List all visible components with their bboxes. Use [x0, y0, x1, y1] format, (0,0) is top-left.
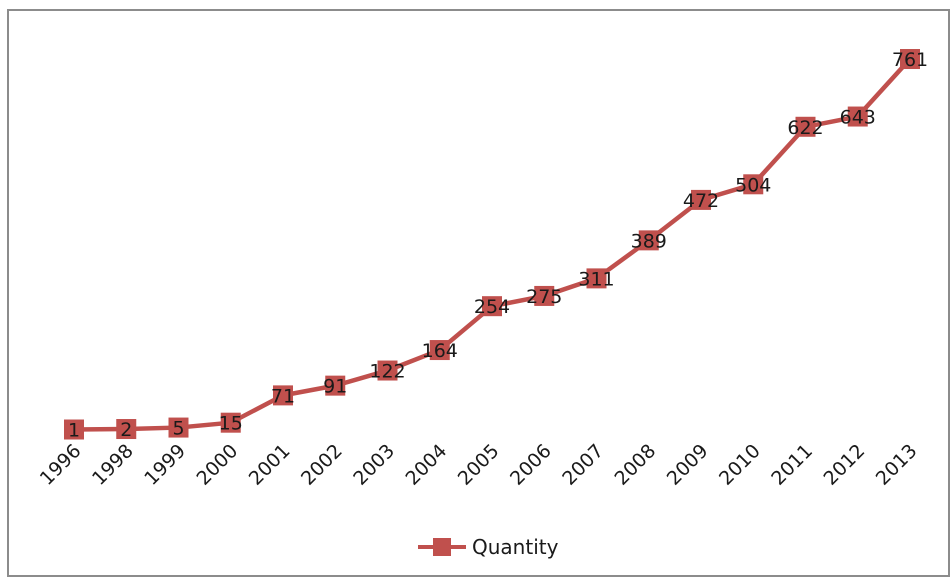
data-point-marker [325, 375, 346, 396]
x-tick-label: 2010 [715, 440, 765, 490]
data-point-marker [534, 285, 555, 306]
markers-group [64, 49, 920, 440]
data-point-marker [482, 296, 502, 317]
x-tick-label: 2002 [297, 440, 347, 490]
x-tick-label: 2007 [558, 440, 608, 490]
data-label: 311 [578, 268, 614, 290]
data-label: 472 [683, 190, 719, 212]
x-axis-tick-labels: 1996 1998 1999 2000 2001 2002 2003 2004 2005 2006… [36, 440, 922, 490]
data-point-marker [220, 412, 241, 433]
data-label: 1 [68, 420, 80, 442]
x-tick-label: 2011 [767, 440, 817, 490]
data-label: 643 [840, 107, 876, 129]
data-label: 622 [787, 117, 823, 139]
chart-frame [7, 9, 950, 577]
x-tick-label: 2000 [193, 440, 243, 490]
data-point-marker [377, 360, 398, 381]
data-labels-group: 1 2 5 15 71 91 122 164 254 275 311 389 472 504 622 643 7… [68, 49, 928, 442]
data-point-marker [795, 116, 816, 137]
x-tick-label: 2012 [820, 440, 870, 490]
data-point-marker [743, 174, 764, 195]
data-point-marker [429, 340, 450, 361]
data-point-marker [638, 230, 659, 251]
data-label: 122 [369, 361, 405, 383]
x-tick-label: 2005 [454, 440, 504, 490]
data-label: 91 [323, 376, 347, 398]
data-label: 71 [271, 385, 295, 407]
data-label: 389 [631, 230, 667, 252]
data-label: 15 [219, 413, 243, 435]
series-line-group [73, 57, 912, 432]
x-tick-label: 2004 [402, 440, 452, 490]
legend-entry-quantity: Quantity [472, 535, 559, 559]
data-label: 5 [172, 418, 184, 440]
data-point-marker [691, 189, 711, 210]
legend: Quantity [418, 535, 559, 559]
data-label: 254 [474, 296, 510, 318]
data-label: 275 [526, 286, 562, 308]
x-tick-label: 2009 [663, 440, 713, 490]
data-point-marker [847, 106, 868, 127]
x-tick-label: 2008 [611, 440, 661, 490]
data-point-marker [64, 419, 84, 440]
x-tick-label: 2001 [245, 440, 295, 490]
data-label: 504 [735, 174, 771, 196]
data-point-marker [586, 268, 607, 289]
x-tick-label: 2003 [349, 440, 399, 490]
x-tick-label: 2006 [506, 440, 556, 490]
data-label: 761 [892, 49, 928, 71]
x-tick-label: 1999 [140, 440, 190, 490]
data-point-marker [900, 49, 920, 70]
data-label: 164 [422, 340, 458, 362]
legend-marker-swatch [433, 538, 451, 556]
data-point-marker [273, 385, 293, 406]
data-point-marker [168, 417, 189, 438]
data-label: 2 [120, 419, 132, 441]
x-tick-label: 1996 [36, 440, 86, 490]
x-tick-label: 2013 [872, 440, 922, 490]
x-tick-label: 1998 [88, 440, 138, 490]
series-line-quantity [73, 57, 912, 432]
data-point-marker [116, 419, 137, 440]
